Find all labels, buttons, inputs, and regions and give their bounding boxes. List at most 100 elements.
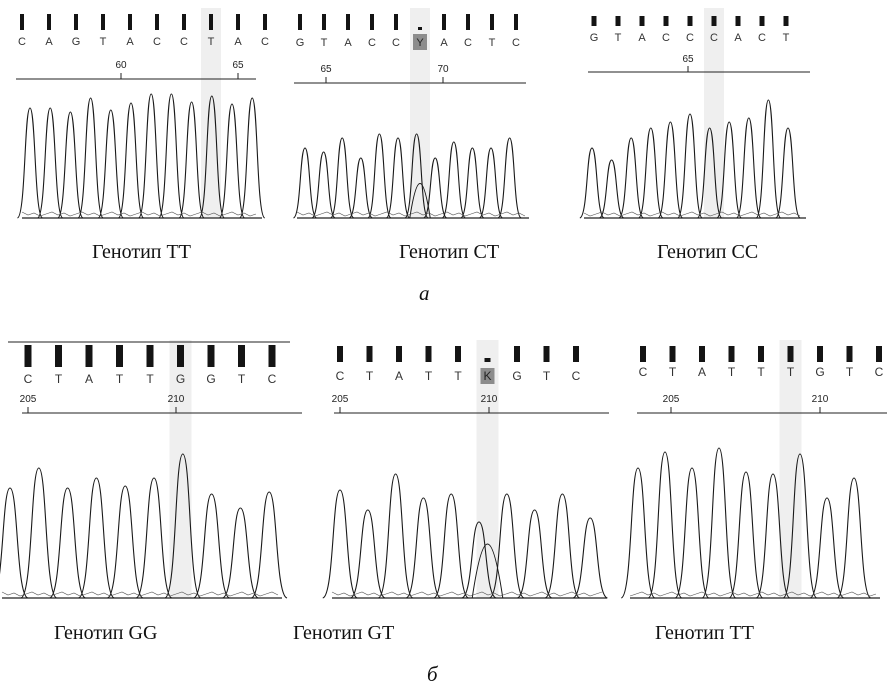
chromatogram-trace-2: G T A C C Y A C T C 65 70 <box>292 8 529 219</box>
quality-bar <box>758 346 764 362</box>
quality-bar <box>490 14 494 30</box>
base-call-letter: C <box>875 365 884 379</box>
quality-bar <box>24 345 32 367</box>
base-call-letter: T <box>783 32 790 44</box>
base-call-letter: G <box>206 372 215 386</box>
quality-bar <box>337 346 343 362</box>
base-call-letter: T <box>366 369 374 383</box>
trace-peaks <box>322 473 608 599</box>
ruler-position-label: 65 <box>320 64 332 75</box>
quality-bar <box>728 346 735 362</box>
base-call-letter: C <box>336 369 345 383</box>
base-call-letter: T <box>425 369 433 383</box>
caption-b1: Генотип GG <box>54 622 158 644</box>
base-call-letter: C <box>392 37 400 49</box>
quality-bar <box>640 346 646 362</box>
base-call-letter: A <box>734 32 742 44</box>
trace-peaks <box>16 93 266 219</box>
panel-label-b: б <box>427 662 438 686</box>
quality-bar <box>85 345 93 367</box>
base-call-letter: C <box>368 37 376 49</box>
caption-b3: Генотип TT <box>655 622 754 644</box>
base-call-letter: T <box>146 372 154 386</box>
ruler-position-label: 65 <box>682 54 694 65</box>
quality-bar <box>55 345 62 367</box>
quality-bar <box>466 14 470 30</box>
baseline-noise <box>296 211 526 217</box>
quality-bar <box>207 345 215 367</box>
base-call-letter: T <box>669 365 677 379</box>
baseline-noise <box>1 591 279 597</box>
base-call-letter: T <box>321 37 328 49</box>
base-call-letter: G <box>590 32 599 44</box>
baseline-noise <box>629 591 877 597</box>
caption-b2: Генотип GT <box>293 622 395 644</box>
quality-bar <box>155 14 159 30</box>
quality-bar <box>116 345 123 367</box>
quality-bar <box>394 14 398 30</box>
quality-bar <box>687 16 693 26</box>
quality-bar <box>735 16 741 26</box>
base-call-letter: C <box>572 369 581 383</box>
heterozygous-secondary-peak <box>409 183 431 219</box>
quality-bar <box>346 14 350 30</box>
base-call-letter: T <box>489 37 496 49</box>
quality-bar <box>20 14 24 30</box>
quality-bar <box>514 14 518 30</box>
base-call-letter: C <box>268 372 277 386</box>
base-call-letter: G <box>512 369 521 383</box>
base-call-letter: G <box>72 36 81 48</box>
quality-bar <box>177 345 184 367</box>
base-call-letter: C <box>758 32 766 44</box>
base-call-letter: A <box>45 36 53 48</box>
quality-bar <box>298 14 302 30</box>
quality-bar <box>47 14 51 30</box>
base-call-letter: T <box>543 369 551 383</box>
snp-highlight-band <box>476 340 499 598</box>
base-call-letter: C <box>180 36 188 48</box>
caption-a3: Генотип CC <box>657 241 759 263</box>
base-call-letter: K <box>483 369 491 383</box>
ruler-position-label: 205 <box>332 394 349 405</box>
base-call-letter: T <box>787 365 795 379</box>
base-call-letter: A <box>234 36 242 48</box>
base-call-letter: A <box>638 32 646 44</box>
base-call-letter: Y <box>416 37 424 49</box>
quality-bar <box>425 346 432 362</box>
quality-bar <box>101 14 105 30</box>
quality-bar <box>146 345 154 367</box>
chromatogram-trace-3: G T A C C C A C T 65 <box>579 8 810 219</box>
quality-bar <box>370 14 374 30</box>
quality-bar <box>711 16 717 26</box>
quality-bar <box>268 345 276 367</box>
baseline-noise <box>583 211 801 217</box>
caption-a2: Генотип CT <box>399 241 500 263</box>
base-call-letter: C <box>512 37 520 49</box>
base-call-letter: T <box>100 36 107 48</box>
base-call-letter: A <box>395 369 403 383</box>
ruler-position-label: 70 <box>437 64 449 75</box>
base-call-letter: C <box>710 32 718 44</box>
ambiguous-base-highlight <box>480 368 495 384</box>
ruler-position-label: 205 <box>663 394 680 405</box>
ruler-position-label: 210 <box>481 394 498 405</box>
trace-peaks <box>292 133 522 219</box>
base-call-letter: C <box>18 36 26 48</box>
quality-bar <box>418 27 422 30</box>
quality-bar <box>639 16 645 26</box>
quality-bar <box>669 346 676 362</box>
base-call-letter: A <box>698 365 706 379</box>
baseline-noise <box>21 211 257 217</box>
base-call-letter: T <box>454 369 462 383</box>
quality-bar <box>699 346 705 362</box>
base-call-letter: T <box>728 365 736 379</box>
ruler-position-label: 205 <box>20 394 37 405</box>
ruler-position-label: 210 <box>812 394 829 405</box>
ambiguous-base-highlight <box>413 34 427 50</box>
quality-bar <box>442 14 446 30</box>
quality-bar <box>128 14 132 30</box>
ruler-position-label: 60 <box>115 60 127 71</box>
base-call-letter: C <box>464 37 472 49</box>
base-call-letter: C <box>686 32 694 44</box>
base-call-letter: G <box>176 372 185 386</box>
